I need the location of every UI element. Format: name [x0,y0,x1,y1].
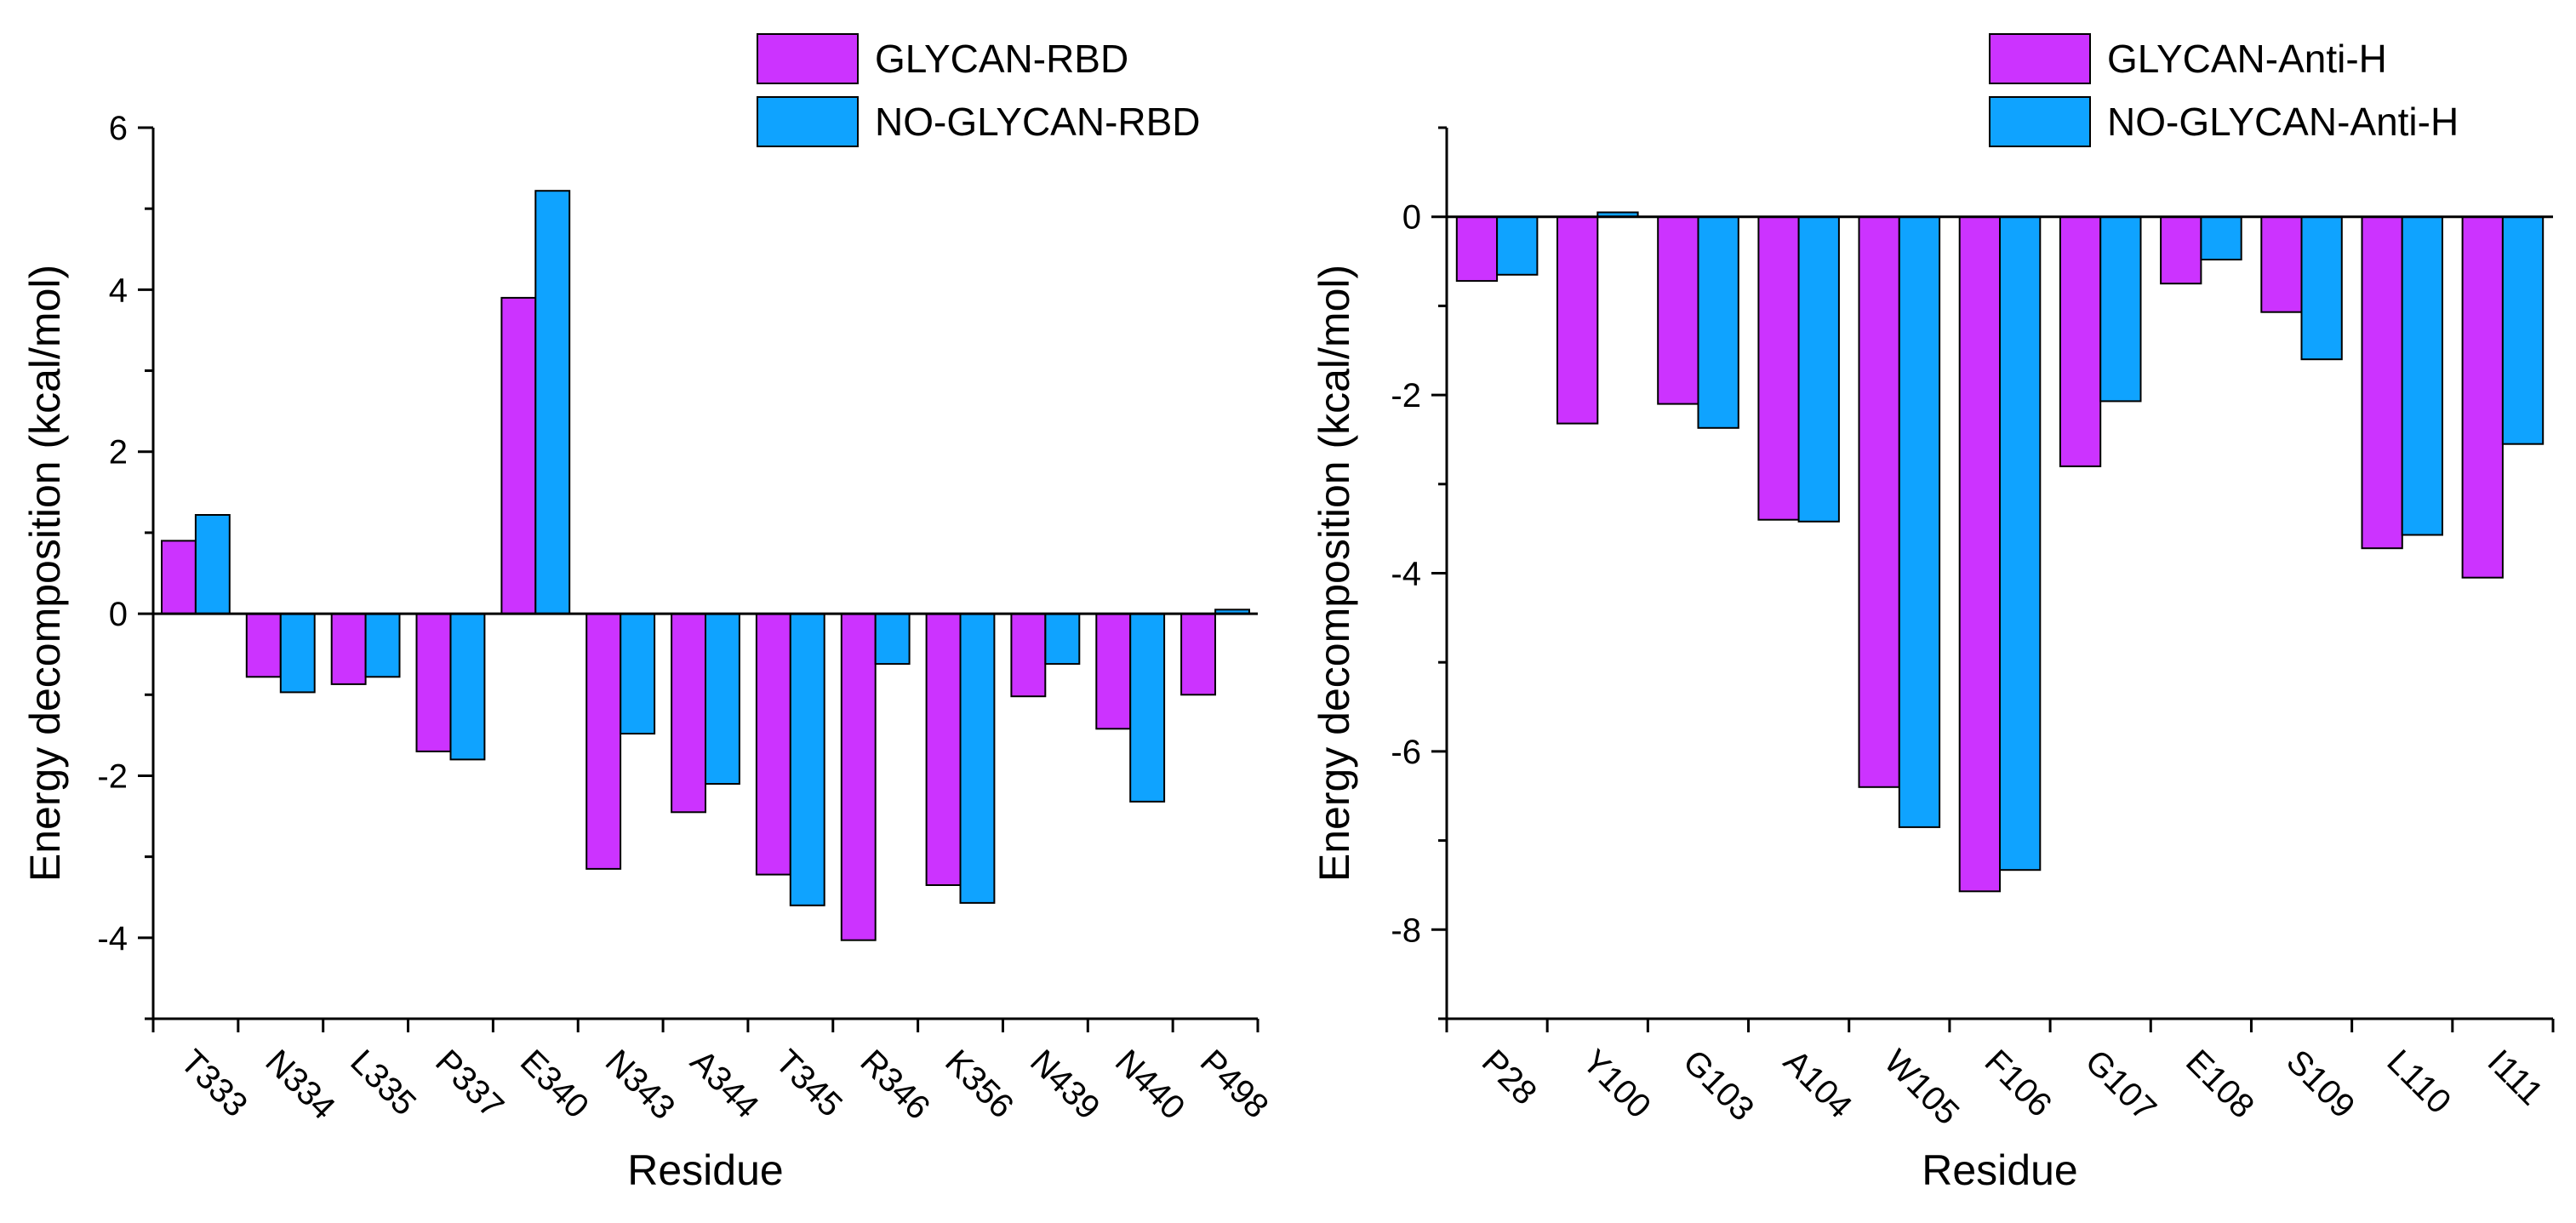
bar-no-glycan-anti-h-e108 [2200,215,2242,260]
bar-glycan-rbd-r346 [840,613,877,941]
bar-glycan-rbd-k356 [925,613,962,886]
y-tick-label: -4 [97,920,128,957]
bar-no-glycan-anti-h-s109 [2300,215,2343,361]
bar-glycan-rbd-n343 [585,613,622,870]
y-axis-title: Energy decomposition (kcal/mol) [21,265,69,882]
bar-no-glycan-rbd-t345 [789,613,825,906]
legend-label-no-glycan-anti-h: NO-GLYCAN-Anti-H [2107,100,2459,144]
x-tick-label-a344: A344 [683,1043,766,1125]
bar-glycan-anti-h-s109 [2260,215,2303,313]
bar-no-glycan-rbd-a344 [705,613,740,785]
x-tick-label-f106: F106 [1978,1043,2059,1124]
bar-no-glycan-anti-h-a104 [1797,215,1840,523]
bar-no-glycan-anti-h-w105 [1898,215,1941,828]
bar-glycan-rbd-e340 [500,296,537,615]
bar-glycan-anti-h-f106 [1958,215,2001,893]
bar-glycan-anti-h-p28 [1455,215,1499,283]
bar-glycan-anti-h-i111 [2461,215,2504,579]
x-tick-label-p28: P28 [1475,1043,1544,1112]
y-tick-label: 6 [109,110,128,147]
bar-glycan-anti-h-l110 [2361,215,2403,550]
bar-no-glycan-rbd-n440 [1129,613,1166,803]
bar-glycan-rbd-l335 [330,613,367,685]
bar-glycan-rbd-n334 [245,613,282,678]
bar-glycan-rbd-t345 [755,613,791,876]
bar-no-glycan-rbd-n343 [620,613,656,734]
x-tick-label-n334: N334 [258,1043,342,1127]
legend-label-glycan-rbd: GLYCAN-RBD [875,37,1128,81]
legend-label-glycan-anti-h: GLYCAN-Anti-H [2107,37,2387,81]
chart-panel-2: -8 -6 -4 -2 0 P28 Y100 G103 A104 W105 F106 G107 E108… [1311,33,2555,1194]
bar-glycan-anti-h-w105 [1858,215,1900,788]
x-tick-label-l110: L110 [2379,1043,2458,1121]
bar-glycan-rbd-t333 [161,540,197,615]
y-tick-label: 0 [109,596,128,633]
bar-no-glycan-rbd-n439 [1044,613,1081,666]
legend-swatch-glycan-anti-h [1989,33,2091,84]
x-tick-label-e340: E340 [513,1043,596,1125]
y-tick-label: 2 [109,434,128,471]
x-tick-label-y100: Y100 [1575,1043,1658,1125]
x-tick-label-t345: T345 [768,1043,849,1124]
chart-panel-1: -4 -2 0 2 4 6 T333 N334 L335 P337 E340 N343 A344 T345… [21,33,1276,1194]
legend-swatch-no-glycan-rbd [757,96,859,147]
bar-no-glycan-rbd-k356 [959,613,996,904]
bar-glycan-rbd-n440 [1095,613,1132,730]
x-tick-label-g107: G107 [2078,1043,2163,1128]
bar-no-glycan-rbd-l335 [364,613,401,678]
bar-glycan-rbd-a344 [671,613,706,814]
x-tick-label-e108: E108 [2179,1043,2261,1125]
x-tick-label-r346: R346 [853,1043,937,1127]
x-tick-label-p337: P337 [428,1043,511,1125]
bar-glycan-rbd-p498 [1180,613,1216,696]
legend-swatch-no-glycan-anti-h [1989,96,2091,147]
x-tick-label-s109: S109 [2279,1043,2362,1125]
bar-glycan-rbd-n439 [1010,613,1047,698]
x-tick-label-l335: L335 [343,1043,423,1123]
legend-label-no-glycan-rbd: NO-GLYCAN-RBD [875,100,1201,144]
x-tick-label-p498: P498 [1193,1043,1276,1125]
bar-no-glycan-anti-h-g103 [1697,215,1739,429]
y-tick-label: 0 [1402,199,1421,237]
bar-no-glycan-anti-h-f106 [1999,215,2042,872]
bar-no-glycan-anti-h-l110 [2401,215,2443,536]
bar-no-glycan-anti-h-g107 [2099,215,2142,403]
y-tick-label: -6 [1391,734,1421,771]
y-tick-label: -8 [1391,912,1421,949]
x-axis-title: Residue [1922,1146,2077,1194]
bar-no-glycan-rbd-r346 [874,613,911,666]
bar-glycan-anti-h-g107 [2059,215,2102,467]
x-tick-label-g103: G103 [1676,1043,1761,1128]
bar-no-glycan-rbd-e340 [534,190,571,614]
legend: GLYCAN-RBD NO-GLYCAN-RBD [757,33,1201,147]
bar-no-glycan-anti-h-i111 [2501,215,2545,445]
bar-no-glycan-rbd-p337 [449,613,486,761]
x-tick-label-t333: T333 [174,1043,255,1124]
bar-no-glycan-anti-h-p28 [1496,215,1539,276]
y-tick-label: -2 [97,757,128,795]
bar-no-glycan-rbd-n334 [279,613,316,694]
x-tick-label-a104: A104 [1776,1043,1859,1125]
bar-glycan-anti-h-g103 [1657,215,1699,405]
x-tick-label-i111: I111 [2481,1043,2550,1112]
bar-no-glycan-rbd-t333 [194,514,231,615]
bar-glycan-anti-h-a104 [1757,215,1800,521]
x-axis-title: Residue [627,1146,783,1194]
x-tick-label-n439: N439 [1023,1043,1107,1127]
legend: GLYCAN-Anti-H NO-GLYCAN-Anti-H [1989,33,2459,147]
bar-glycan-anti-h-e108 [2160,215,2202,285]
legend-swatch-glycan-rbd [757,33,859,84]
x-tick-label-w105: W105 [1876,1043,1966,1132]
y-tick-label: -4 [1391,556,1421,593]
bar-glycan-rbd-p337 [415,613,452,752]
x-tick-label-n343: N343 [598,1043,683,1127]
x-tick-label-n440: N440 [1108,1043,1192,1127]
x-tick-label-k356: K356 [938,1043,1020,1125]
y-tick-label: 4 [109,271,128,309]
bar-glycan-anti-h-y100 [1556,215,1599,425]
y-tick-label: -2 [1391,377,1421,414]
y-axis-title: Energy decomposition (kcal/mol) [1311,265,1358,882]
